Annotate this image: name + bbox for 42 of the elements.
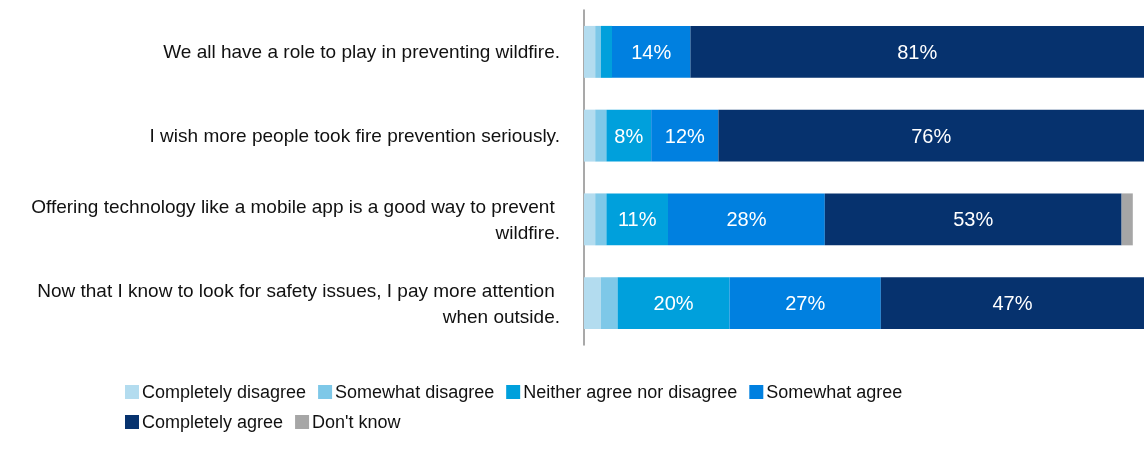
legend-label: Somewhat agree bbox=[766, 382, 903, 402]
y-tick-label: Offering technology like a mobile app is a good way to prevent wildfire. bbox=[31, 195, 560, 243]
bar bbox=[600, 25, 612, 78]
bar bbox=[651, 109, 719, 162]
legend-label: Neither agree nor disagree bbox=[523, 382, 738, 402]
bar bbox=[600, 277, 618, 330]
bar bbox=[729, 277, 881, 330]
data-label: 47% bbox=[992, 292, 1033, 315]
bar bbox=[824, 193, 1122, 246]
data-label: 81% bbox=[897, 40, 938, 63]
data-label: 28% bbox=[726, 208, 767, 231]
bar bbox=[595, 193, 607, 246]
data-label: 14% bbox=[631, 40, 672, 63]
bar bbox=[595, 25, 601, 78]
legend-label: Don't know bbox=[312, 412, 402, 432]
bar bbox=[595, 109, 607, 162]
data-label: 76% bbox=[911, 124, 952, 147]
bar bbox=[690, 25, 1144, 78]
bar bbox=[606, 109, 652, 162]
bar bbox=[1121, 193, 1133, 246]
legend-label: Somewhat disagree bbox=[335, 382, 495, 402]
bar bbox=[584, 277, 601, 330]
bar bbox=[606, 193, 668, 246]
data-label: 12% bbox=[664, 124, 706, 147]
bar bbox=[617, 277, 730, 330]
y-tick-label: We all have a role to play in preventing wildfire. bbox=[163, 41, 560, 63]
data-label: 8% bbox=[614, 124, 644, 147]
legend-label: Completely disagree bbox=[142, 382, 307, 402]
bar bbox=[584, 193, 596, 246]
data-label: 53% bbox=[953, 208, 994, 231]
bar bbox=[612, 25, 691, 78]
bar bbox=[584, 25, 596, 78]
y-tick-label: Now that I know to look for safety issues, I pay more attention when outside. bbox=[37, 279, 560, 327]
bar bbox=[880, 277, 1144, 330]
legend-label: Completely agree bbox=[142, 412, 284, 432]
y-tick-label: I wish more people took fire prevention seriously. bbox=[149, 125, 560, 147]
data-label: 11% bbox=[617, 208, 657, 231]
bar bbox=[584, 109, 596, 162]
bar bbox=[668, 193, 825, 246]
data-label: 20% bbox=[653, 292, 694, 315]
data-label: 27% bbox=[785, 292, 826, 315]
bar bbox=[718, 109, 1144, 162]
